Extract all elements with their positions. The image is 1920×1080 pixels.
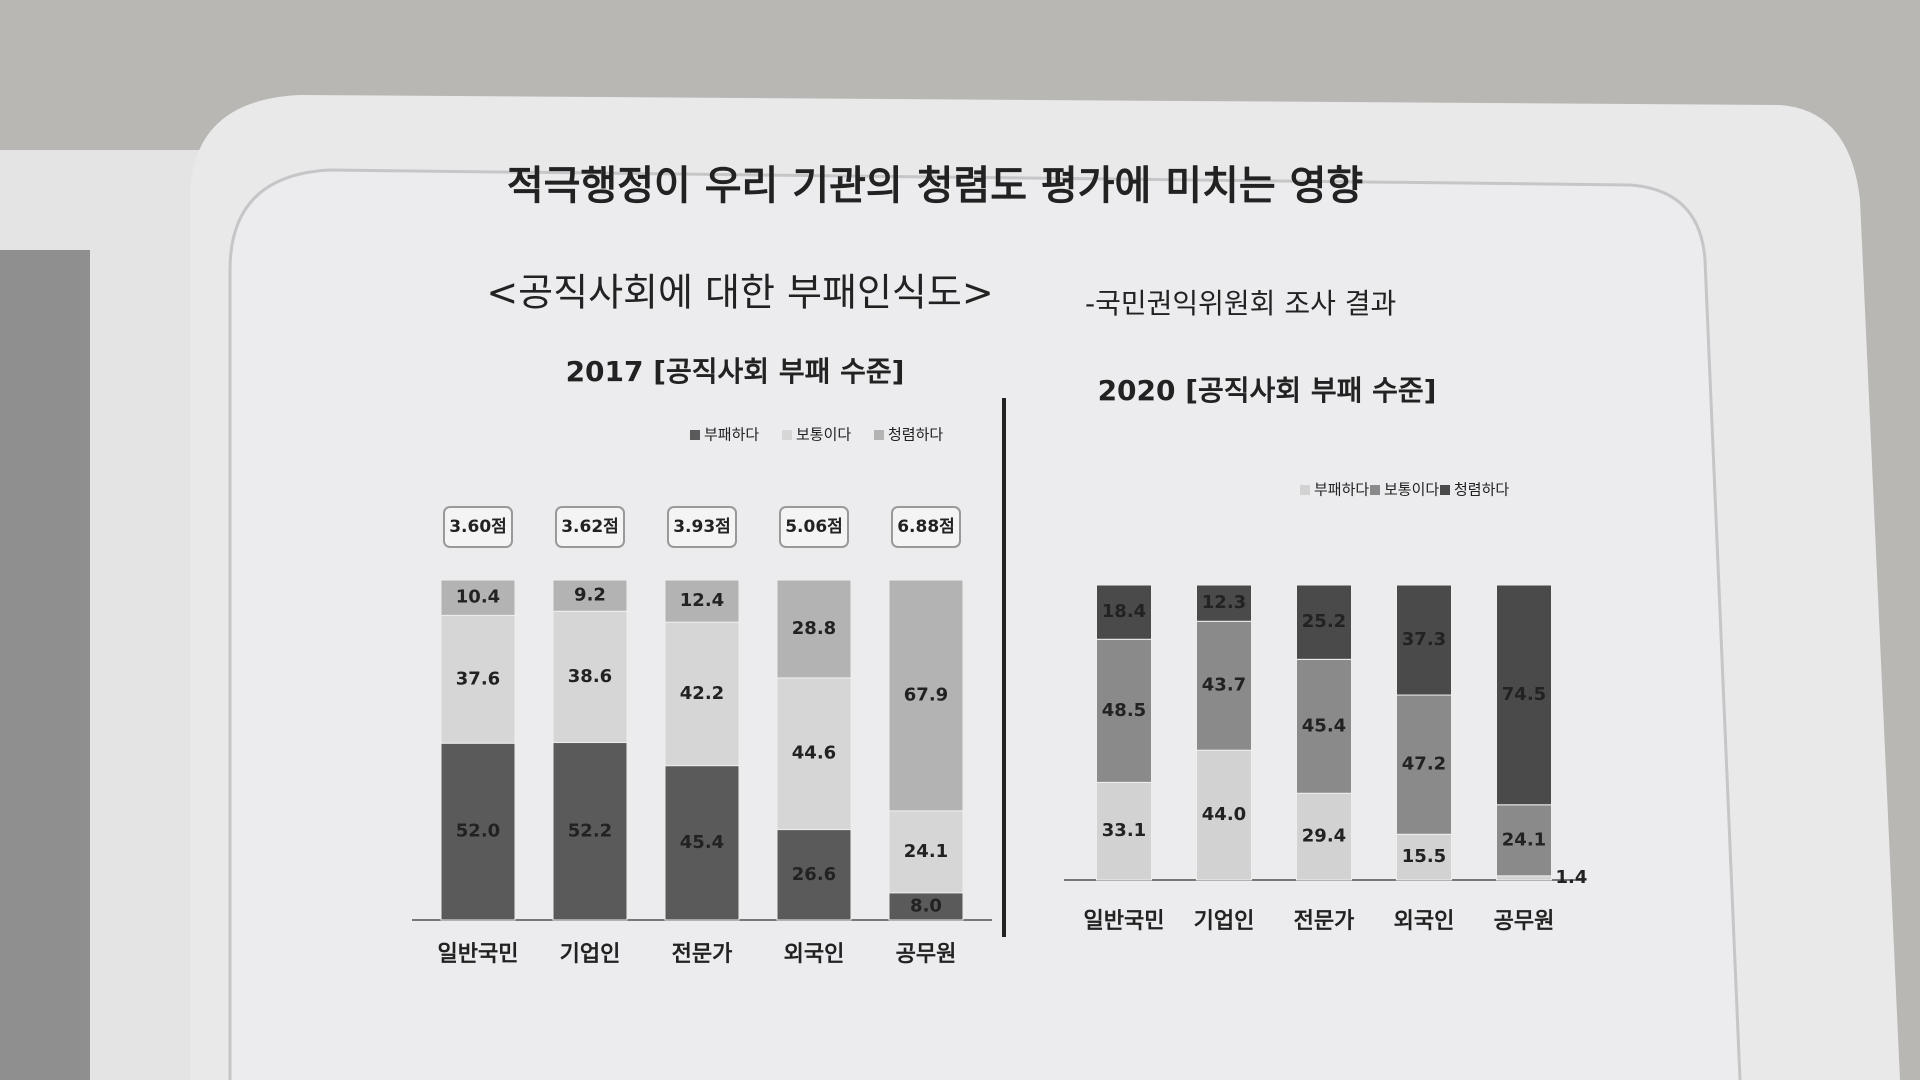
x-tick-label: 외국인 [784, 942, 845, 967]
annotation-box [667, 506, 737, 548]
bar-segment [1196, 620, 1252, 751]
source: -국민권익위원회 조사 결과 [1085, 287, 1396, 320]
bar-segment [1396, 694, 1452, 835]
annotation: 3.93점 [673, 517, 731, 537]
value-label: 38.6 [568, 666, 612, 687]
legend-label: 청렴하다 [1454, 481, 1509, 499]
bar-segment [1396, 833, 1452, 881]
value-label: 37.6 [456, 668, 500, 689]
x-tick-label: 기업인 [1194, 909, 1255, 934]
bar-segment [664, 621, 740, 767]
bar-segment [1096, 781, 1152, 881]
bar-segment [1496, 584, 1552, 806]
back-page-edge [0, 250, 90, 1080]
bar-segment [664, 579, 740, 623]
value-label: 24.1 [904, 841, 948, 862]
legend-swatch [782, 430, 792, 440]
value-label: 10.4 [456, 587, 500, 608]
page-title: 적극행정이 우리 기관의 청렴도 평가에 미치는 영향 [507, 163, 1363, 209]
value-label: 37.3 [1402, 629, 1446, 650]
bar-segment [552, 579, 628, 612]
bar-segment [888, 810, 964, 894]
value-label: 24.1 [1502, 829, 1546, 850]
value-label: 74.5 [1502, 684, 1546, 705]
legend-label: 보통이다 [1384, 481, 1439, 499]
value-label: 48.5 [1102, 700, 1146, 721]
legend-swatch [874, 430, 884, 440]
bar-segment [776, 579, 852, 679]
bar-segment [1296, 658, 1352, 794]
value-label: 8.0 [910, 895, 942, 916]
value-label: 33.1 [1102, 820, 1146, 841]
legend-label: 부패하다 [704, 426, 759, 444]
annotation-box [555, 506, 625, 548]
bar-segment [1096, 584, 1152, 640]
bar-segment [552, 742, 628, 921]
legend-swatch [1300, 485, 1310, 495]
chart-title: 2020 [공직사회 부패 수준] [1098, 374, 1437, 407]
x-tick-label: 외국인 [1394, 909, 1455, 934]
bar-segment [776, 829, 852, 921]
value-label: 18.4 [1102, 601, 1146, 622]
x-tick-label: 전문가 [672, 942, 733, 967]
value-label: 52.0 [456, 821, 500, 842]
bar-segment [1196, 749, 1252, 881]
value-label: 15.5 [1402, 846, 1446, 867]
bar-segment [440, 742, 516, 921]
x-tick-label: 기업인 [560, 942, 621, 967]
value-label: 12.4 [680, 590, 724, 611]
annotation: 3.62점 [561, 517, 619, 537]
value-label: 44.0 [1202, 804, 1246, 825]
value-label: 25.2 [1302, 611, 1346, 632]
legend-swatch [1370, 485, 1380, 495]
bar-segment [1096, 638, 1152, 783]
bar-segment [1296, 792, 1352, 881]
legend-label: 부패하다 [1314, 481, 1369, 499]
value-label: 1.4 [1556, 867, 1588, 888]
x-tick-label: 공무원 [896, 942, 957, 967]
bar-segment [888, 892, 964, 921]
subtitle: <공직사회에 대한 부패인식도> [486, 271, 993, 315]
value-label: 43.7 [1202, 675, 1246, 696]
bar-segment [1296, 584, 1352, 660]
value-label: 45.4 [680, 832, 724, 853]
bar-segment [1196, 584, 1252, 622]
annotation-box [443, 506, 513, 548]
legend-swatch [1440, 485, 1450, 495]
x-tick-label: 전문가 [1294, 909, 1355, 934]
value-label: 52.2 [568, 820, 612, 841]
value-label: 47.2 [1402, 754, 1446, 775]
x-tick-label: 일반국민 [1084, 909, 1165, 934]
x-tick-label: 일반국민 [438, 942, 519, 967]
value-label: 9.2 [574, 585, 606, 606]
annotation: 3.60점 [449, 517, 507, 537]
value-label: 42.2 [680, 683, 724, 704]
annotation-box [779, 506, 849, 548]
legend-label: 보통이다 [796, 426, 851, 444]
x-tick-label: 공무원 [1494, 909, 1555, 934]
legend-label: 청렴하다 [888, 426, 943, 444]
annotation: 5.06점 [785, 517, 843, 537]
bar-segment [1396, 584, 1452, 696]
bar-segment [776, 677, 852, 831]
chart-title: 2017 [공직사회 부패 수준] [566, 355, 905, 388]
bar-segment [440, 579, 516, 616]
value-label: 12.3 [1202, 592, 1246, 613]
value-label: 44.6 [792, 743, 836, 764]
annotation: 6.88점 [897, 517, 955, 537]
value-label: 67.9 [904, 684, 948, 705]
bar-segment [888, 579, 964, 812]
value-label: 28.8 [792, 618, 836, 639]
value-label: 29.4 [1302, 826, 1346, 847]
bar-segment [664, 765, 740, 921]
legend-swatch [690, 430, 700, 440]
value-label: 45.4 [1302, 715, 1346, 736]
value-label: 26.6 [792, 864, 836, 885]
annotation-box [891, 506, 961, 548]
bar-segment [1496, 875, 1552, 881]
